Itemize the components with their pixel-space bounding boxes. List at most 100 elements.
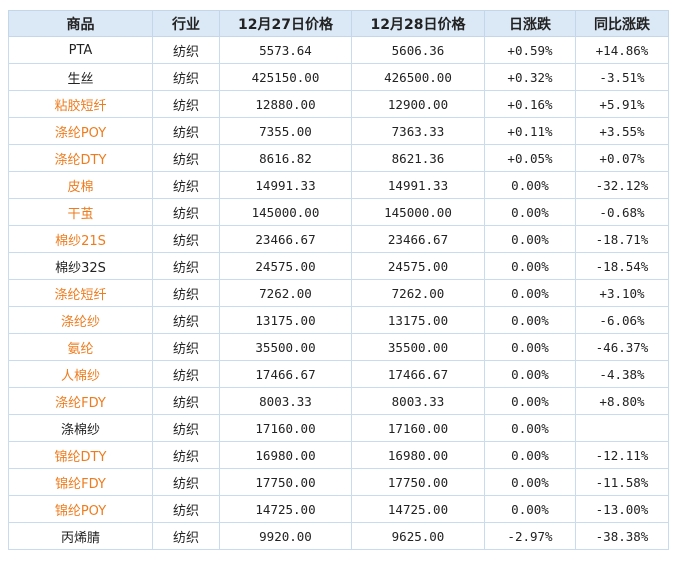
industry-cell: 纺织 [152,333,220,361]
price-dec28-cell: 7363.33 [351,117,485,145]
commodity-name: 丙烯腈 [8,522,153,550]
industry-cell: 纺织 [152,306,220,334]
table-row: 涤纶纱 纺织 13175.00 13175.00 0.00% -6.06% [8,306,669,334]
commodity-link[interactable]: 锦纶DTY [54,449,107,465]
table-row: 涤纶POY 纺织 7355.00 7363.33 +0.11% +3.55% [8,117,669,145]
header-price-dec28: 12月28日价格 [351,10,485,37]
industry-cell: 纺织 [152,414,220,442]
industry-cell: 纺织 [152,36,220,64]
price-dec27-cell: 7355.00 [219,117,352,145]
daily-change-cell: 0.00% [484,171,576,199]
daily-change-cell: 0.00% [484,279,576,307]
commodity-name: 棉纱21S [8,225,153,253]
price-dec28-cell: 17750.00 [351,468,485,496]
commodity-link[interactable]: 氨纶 [67,341,94,357]
price-dec28-cell: 35500.00 [351,333,485,361]
yoy-change-cell: -12.11% [575,441,669,469]
table-row: 涤纶短纤 纺织 7262.00 7262.00 0.00% +3.10% [8,279,669,307]
price-dec28-cell: 23466.67 [351,225,485,253]
price-dec27-cell: 425150.00 [219,63,352,91]
daily-change-cell: 0.00% [484,333,576,361]
commodity-name: 涤纶POY [8,117,153,145]
price-dec28-cell: 9625.00 [351,522,485,550]
commodity-link[interactable]: 涤纶POY [54,125,107,141]
commodity-name: 涤纶FDY [8,387,153,415]
daily-change-cell: 0.00% [484,414,576,442]
commodity-name: 涤纶DTY [8,144,153,172]
industry-cell: 纺织 [152,171,220,199]
table-row: 氨纶 纺织 35500.00 35500.00 0.00% -46.37% [8,333,669,361]
table-row: PTA 纺织 5573.64 5606.36 +0.59% +14.86% [8,36,669,64]
commodity-name: 生丝 [8,63,153,91]
industry-cell: 纺织 [152,522,220,550]
industry-cell: 纺织 [152,198,220,226]
yoy-change-cell: +0.07% [575,144,669,172]
yoy-change-cell: -6.06% [575,306,669,334]
daily-change-cell: +0.32% [484,63,576,91]
daily-change-cell: -2.97% [484,522,576,550]
price-dec27-cell: 145000.00 [219,198,352,226]
yoy-change-cell: +14.86% [575,36,669,64]
commodity-label: 生丝 [67,71,94,87]
yoy-change-cell: -4.38% [575,360,669,388]
table-row: 干茧 纺织 145000.00 145000.00 0.00% -0.68% [8,198,669,226]
price-dec27-cell: 5573.64 [219,36,352,64]
industry-cell: 纺织 [152,117,220,145]
commodity-link[interactable]: 锦纶POY [54,503,107,519]
commodity-label: 棉纱32S [55,260,106,276]
header-price-dec27: 12月27日价格 [219,10,352,37]
commodity-link[interactable]: 人棉纱 [60,368,100,384]
commodity-link[interactable]: 锦纶FDY [55,476,106,492]
daily-change-cell: 0.00% [484,495,576,523]
commodity-link[interactable]: 皮棉 [67,179,94,195]
daily-change-cell: 0.00% [484,468,576,496]
commodity-link[interactable]: 涤纶短纤 [54,287,107,303]
table-row: 涤纶FDY 纺织 8003.33 8003.33 0.00% +8.80% [8,387,669,415]
commodity-name: 涤棉纱 [8,414,153,442]
yoy-change-cell: +8.80% [575,387,669,415]
commodity-name: 涤纶短纤 [8,279,153,307]
daily-change-cell: 0.00% [484,441,576,469]
commodity-link[interactable]: 涤纶纱 [60,314,100,330]
commodity-name: 涤纶纱 [8,306,153,334]
price-dec28-cell: 7262.00 [351,279,485,307]
yoy-change-cell: +3.10% [575,279,669,307]
table-row: 粘胶短纤 纺织 12880.00 12900.00 +0.16% +5.91% [8,90,669,118]
table-row: 棉纱32S 纺织 24575.00 24575.00 0.00% -18.54% [8,252,669,280]
price-dec28-cell: 17466.67 [351,360,485,388]
yoy-change-cell [575,414,669,442]
daily-change-cell: +0.05% [484,144,576,172]
price-dec28-cell: 13175.00 [351,306,485,334]
industry-cell: 纺织 [152,63,220,91]
daily-change-cell: +0.11% [484,117,576,145]
yoy-change-cell: -13.00% [575,495,669,523]
table-row: 锦纶DTY 纺织 16980.00 16980.00 0.00% -12.11% [8,441,669,469]
commodity-link[interactable]: 棉纱21S [55,233,106,249]
table-row: 生丝 纺织 425150.00 426500.00 +0.32% -3.51% [8,63,669,91]
industry-cell: 纺织 [152,252,220,280]
price-dec28-cell: 14991.33 [351,171,485,199]
commodity-link[interactable]: 粘胶短纤 [54,98,107,114]
yoy-change-cell: -46.37% [575,333,669,361]
price-dec28-cell: 145000.00 [351,198,485,226]
table-row: 棉纱21S 纺织 23466.67 23466.67 0.00% -18.71% [8,225,669,253]
commodity-link[interactable]: 干茧 [67,206,94,222]
price-dec27-cell: 9920.00 [219,522,352,550]
commodity-label: PTA [68,42,93,58]
commodity-name: 干茧 [8,198,153,226]
price-dec27-cell: 14991.33 [219,171,352,199]
price-dec27-cell: 7262.00 [219,279,352,307]
commodity-link[interactable]: 涤纶DTY [54,152,107,168]
yoy-change-cell: +5.91% [575,90,669,118]
daily-change-cell: 0.00% [484,198,576,226]
price-dec27-cell: 23466.67 [219,225,352,253]
price-dec28-cell: 8003.33 [351,387,485,415]
industry-cell: 纺织 [152,387,220,415]
yoy-change-cell: -3.51% [575,63,669,91]
daily-change-cell: +0.59% [484,36,576,64]
commodity-link[interactable]: 涤纶FDY [55,395,106,411]
price-dec27-cell: 14725.00 [219,495,352,523]
commodity-name: 人棉纱 [8,360,153,388]
price-dec28-cell: 24575.00 [351,252,485,280]
yoy-change-cell: -0.68% [575,198,669,226]
